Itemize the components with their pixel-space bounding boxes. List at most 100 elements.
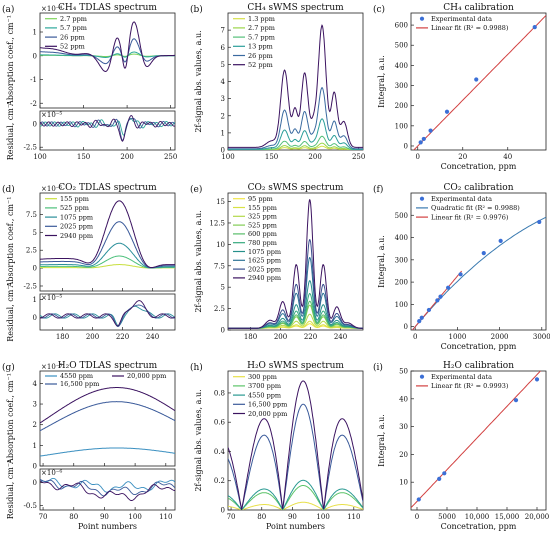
fit-line — [411, 371, 542, 509]
y-tick-label: 5 — [33, 229, 37, 237]
y-tick-label: 0 — [33, 265, 37, 273]
y-tick-label: 7.5 — [26, 211, 37, 219]
panel-d: (d) CO₂ TDLAS spectrum -2.5 0 2.5 5 7.5 ×10⁻⁵ 18… — [2, 183, 176, 342]
legend-label: 1.3 ppm — [248, 15, 275, 23]
plot-frame — [39, 192, 176, 292]
y-tick-label: 2 — [33, 421, 37, 429]
y-axis-label: Integral, a.u. — [377, 55, 386, 108]
legend-label: 525 ppm — [60, 204, 89, 212]
fit-line — [413, 15, 546, 150]
residual-exponent: ×10⁻⁶ — [41, 469, 62, 477]
series-line — [228, 380, 363, 510]
x-tick-label: 5000 — [438, 513, 456, 521]
series-line — [228, 485, 363, 510]
series-line — [40, 447, 175, 457]
y-tick-label: 100 — [395, 301, 408, 309]
residual-line — [40, 114, 175, 142]
data-point — [444, 109, 450, 114]
y-tick-label: 500 — [395, 42, 408, 50]
residual-plot-area — [40, 114, 175, 142]
y-tick-label: 200 — [395, 102, 408, 110]
y-tick-label: -2.5 — [24, 282, 38, 290]
y-axis-label: 2f-signal abs. values, a.u. — [194, 210, 203, 312]
y-tick-label: 0.8 — [214, 389, 225, 397]
residual-axis-label: Residual, cm⁻¹ — [6, 282, 15, 342]
plot-area — [40, 21, 175, 73]
chart-title: CH₄ sWMS spectrum — [247, 3, 344, 13]
series-line — [40, 51, 175, 58]
y-tick-label: 600 — [395, 22, 408, 30]
x-axis-label: Concetration, ppm — [441, 162, 517, 171]
x-tick-label: 220 — [116, 333, 129, 341]
legend-label: 26 ppm — [248, 52, 273, 60]
y-tick-label: 0 — [33, 52, 37, 60]
data-point — [532, 25, 537, 30]
series-line — [40, 242, 175, 269]
legend-label: Linear fit (R² = 0.9993) — [431, 382, 509, 390]
panel-letter: (e) — [190, 184, 202, 195]
plot-frame — [410, 370, 547, 511]
plot-frame — [39, 370, 176, 467]
x-axis-label: Point numbers — [78, 522, 137, 531]
y-tick-label: 1 — [221, 129, 225, 137]
data-point — [417, 318, 422, 324]
legend-label: 1075 ppm — [60, 213, 93, 221]
legend-swatch — [419, 374, 425, 379]
x-tick-label: 1000 — [448, 333, 466, 341]
residual-exponent: ×10⁻⁵ — [41, 111, 62, 119]
x-axis-label: Point numbers — [266, 522, 325, 531]
y-tick-label: 30 — [399, 423, 408, 431]
series-line — [228, 199, 363, 329]
x-tick-label: 180 — [244, 333, 257, 341]
x-tick-label: 110 — [159, 513, 172, 521]
panel-c: (c) CH₄ calibration 0 100 200 300 400 500 600 0 20… — [373, 3, 547, 171]
residual-frame — [39, 468, 176, 511]
data-point — [534, 377, 540, 382]
y-axis-label: Absorption coef., cm⁻¹ — [6, 197, 15, 289]
chart-title: CO₂ calibration — [443, 183, 513, 193]
panel-b: (b) CH₄ sWMS spectrum 0 1 2 3 4 5 6 7 100 150 200 250… — [190, 3, 365, 161]
data-point — [442, 471, 447, 476]
data-point — [446, 285, 451, 290]
y-tick-label: 10 — [216, 241, 225, 249]
panel-letter: (c) — [373, 4, 385, 15]
residual-y-tick-label: 0 — [33, 479, 37, 487]
x-tick-label: 70 — [227, 513, 236, 521]
y-tick-label: 0.6 — [214, 419, 226, 427]
legend-label: 525 ppm — [248, 221, 277, 229]
legend-label: 16,500 ppm — [248, 401, 287, 409]
residual-y-tick-label: -2.5 — [24, 144, 38, 152]
y-tick-label: 2 — [221, 112, 225, 120]
legend-label: Experimental data — [431, 15, 492, 23]
residual-y-tick-label: -0.5 — [24, 502, 38, 510]
y-tick-label: 0 — [404, 142, 408, 150]
legend-label: 5.7 ppm — [248, 33, 275, 41]
legend-label: 95 ppm — [248, 195, 273, 203]
panel-f: (f) CO₂ calibration 0 100 200 300 400 500 0 1000 2… — [373, 183, 550, 351]
legend-label: Linear fit (R² = 0.9988) — [431, 24, 509, 32]
y-tick-label: 0 — [221, 147, 225, 155]
y-exponent: ×10⁻⁵ — [41, 363, 62, 371]
chart-title: H₂O sWMS spectrum — [247, 361, 344, 371]
y-axis-label: Absorption coef., cm⁻¹ — [6, 373, 15, 465]
y-tick-label: 15 — [216, 198, 225, 206]
series-line — [40, 387, 175, 424]
y-tick-label: 6 — [221, 44, 226, 52]
data-point — [421, 136, 426, 142]
plot-area — [228, 199, 363, 329]
y-tick-label: 0 — [404, 323, 408, 331]
y-tick-label: 0 — [33, 463, 37, 471]
legend-label: 13 ppm — [248, 43, 273, 51]
series-line — [40, 401, 175, 432]
y-tick-label: -2 — [30, 100, 37, 108]
y-tick-label: 0 — [221, 507, 225, 515]
residual-line — [40, 480, 175, 501]
legend-label: Linear fit (R² = 0.9976) — [431, 213, 509, 221]
legend-label: 16,500 ppm — [60, 380, 99, 388]
data-point — [419, 315, 424, 320]
series-line — [228, 501, 363, 510]
data-point — [458, 272, 463, 277]
x-tick-label: 200 — [308, 153, 321, 161]
